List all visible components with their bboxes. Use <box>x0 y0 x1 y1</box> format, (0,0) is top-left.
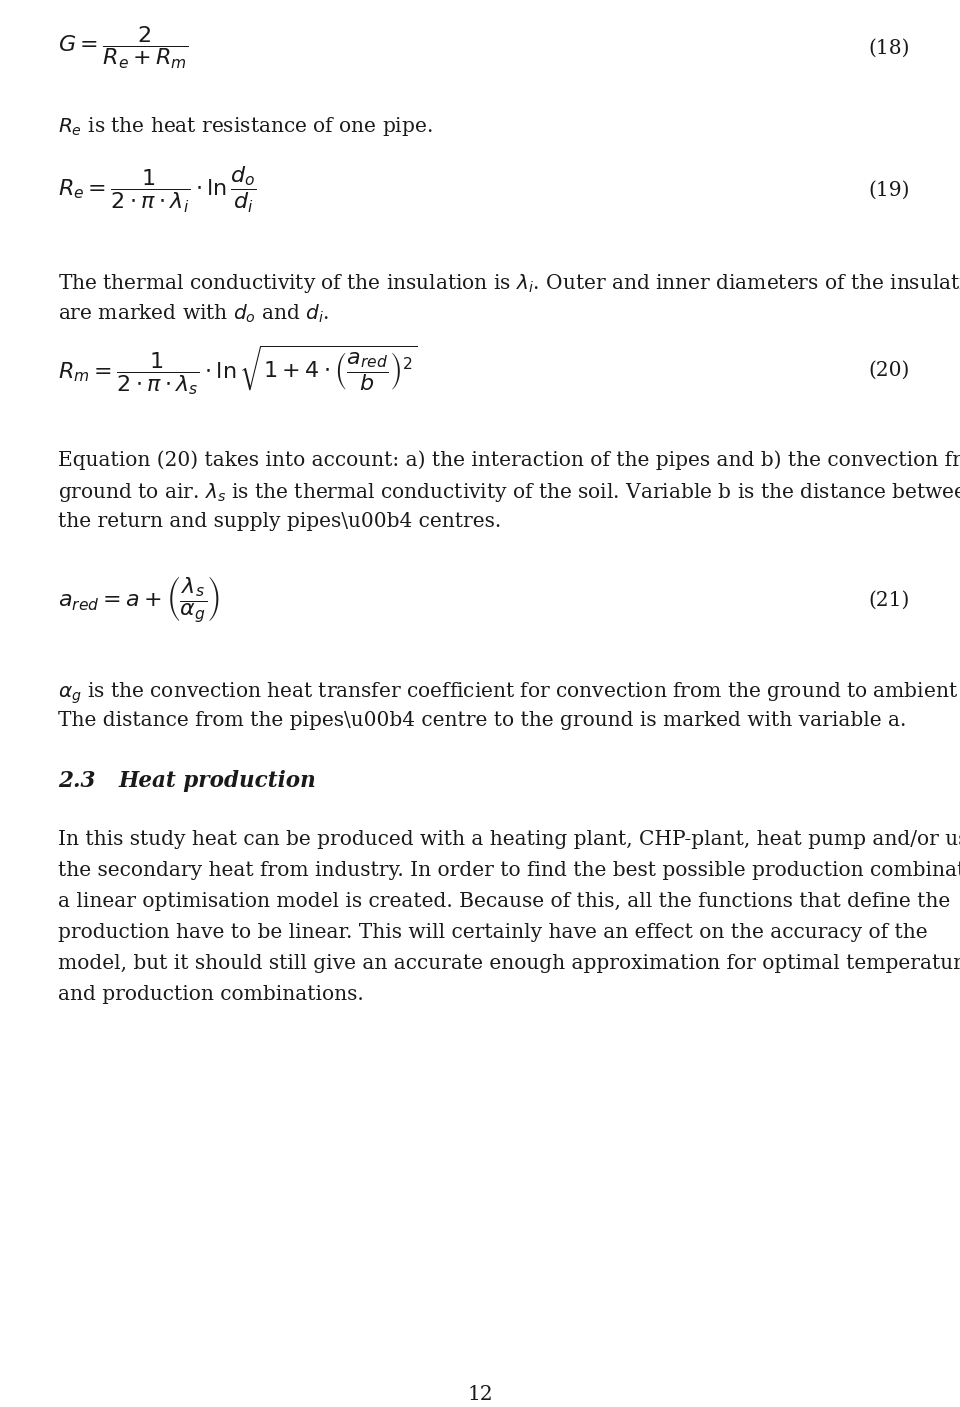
Text: 12: 12 <box>468 1384 492 1404</box>
Text: are marked with $d_o$ and $d_i$.: are marked with $d_o$ and $d_i$. <box>58 303 329 325</box>
Text: $R_e = \dfrac{1}{2 \cdot \pi \cdot \lambda_i} \cdot \ln\dfrac{d_o}{d_i}$: $R_e = \dfrac{1}{2 \cdot \pi \cdot \lamb… <box>58 165 256 215</box>
Text: (19): (19) <box>869 180 910 200</box>
Text: $G = \dfrac{2}{R_e + R_m}$: $G = \dfrac{2}{R_e + R_m}$ <box>58 25 189 72</box>
Text: In this study heat can be produced with a heating plant, CHP-plant, heat pump an: In this study heat can be produced with … <box>58 830 960 848</box>
Text: production have to be linear. This will certainly have an effect on the accuracy: production have to be linear. This will … <box>58 923 927 943</box>
Text: and production combinations.: and production combinations. <box>58 985 364 1005</box>
Text: (18): (18) <box>869 38 910 58</box>
Text: the secondary heat from industry. In order to find the best possible production : the secondary heat from industry. In ord… <box>58 861 960 879</box>
Text: Equation (20) takes into account: a) the interaction of the pipes and b) the con: Equation (20) takes into account: a) the… <box>58 450 960 470</box>
Text: the return and supply pipes\u00b4 centres.: the return and supply pipes\u00b4 centre… <box>58 512 501 530</box>
Text: (20): (20) <box>869 360 910 380</box>
Text: $a_{red} = a + \left(\dfrac{\lambda_s}{\alpha_g}\right)$: $a_{red} = a + \left(\dfrac{\lambda_s}{\… <box>58 575 220 625</box>
Text: a linear optimisation model is created. Because of this, all the functions that : a linear optimisation model is created. … <box>58 892 950 910</box>
Text: Heat production: Heat production <box>118 770 316 792</box>
Text: ground to air. $\lambda_s$ is the thermal conductivity of the soil. Variable b i: ground to air. $\lambda_s$ is the therma… <box>58 481 960 504</box>
Text: $R_m = \dfrac{1}{2 \cdot \pi \cdot \lambda_s} \cdot \ln\sqrt{1 + 4 \cdot \left(\: $R_m = \dfrac{1}{2 \cdot \pi \cdot \lamb… <box>58 343 418 397</box>
Text: model, but it should still give an accurate enough approximation for optimal tem: model, but it should still give an accur… <box>58 954 960 974</box>
Text: 2.3: 2.3 <box>58 770 95 792</box>
Text: The thermal conductivity of the insulation is $\lambda_i$. Outer and inner diame: The thermal conductivity of the insulati… <box>58 272 960 295</box>
Text: $R_e$ is the heat resistance of one pipe.: $R_e$ is the heat resistance of one pipe… <box>58 115 433 138</box>
Text: The distance from the pipes\u00b4 centre to the ground is marked with variable a: The distance from the pipes\u00b4 centre… <box>58 711 906 730</box>
Text: $\alpha_g$ is the convection heat transfer coefficient for convection from the g: $\alpha_g$ is the convection heat transf… <box>58 680 960 705</box>
Text: (21): (21) <box>869 591 910 609</box>
